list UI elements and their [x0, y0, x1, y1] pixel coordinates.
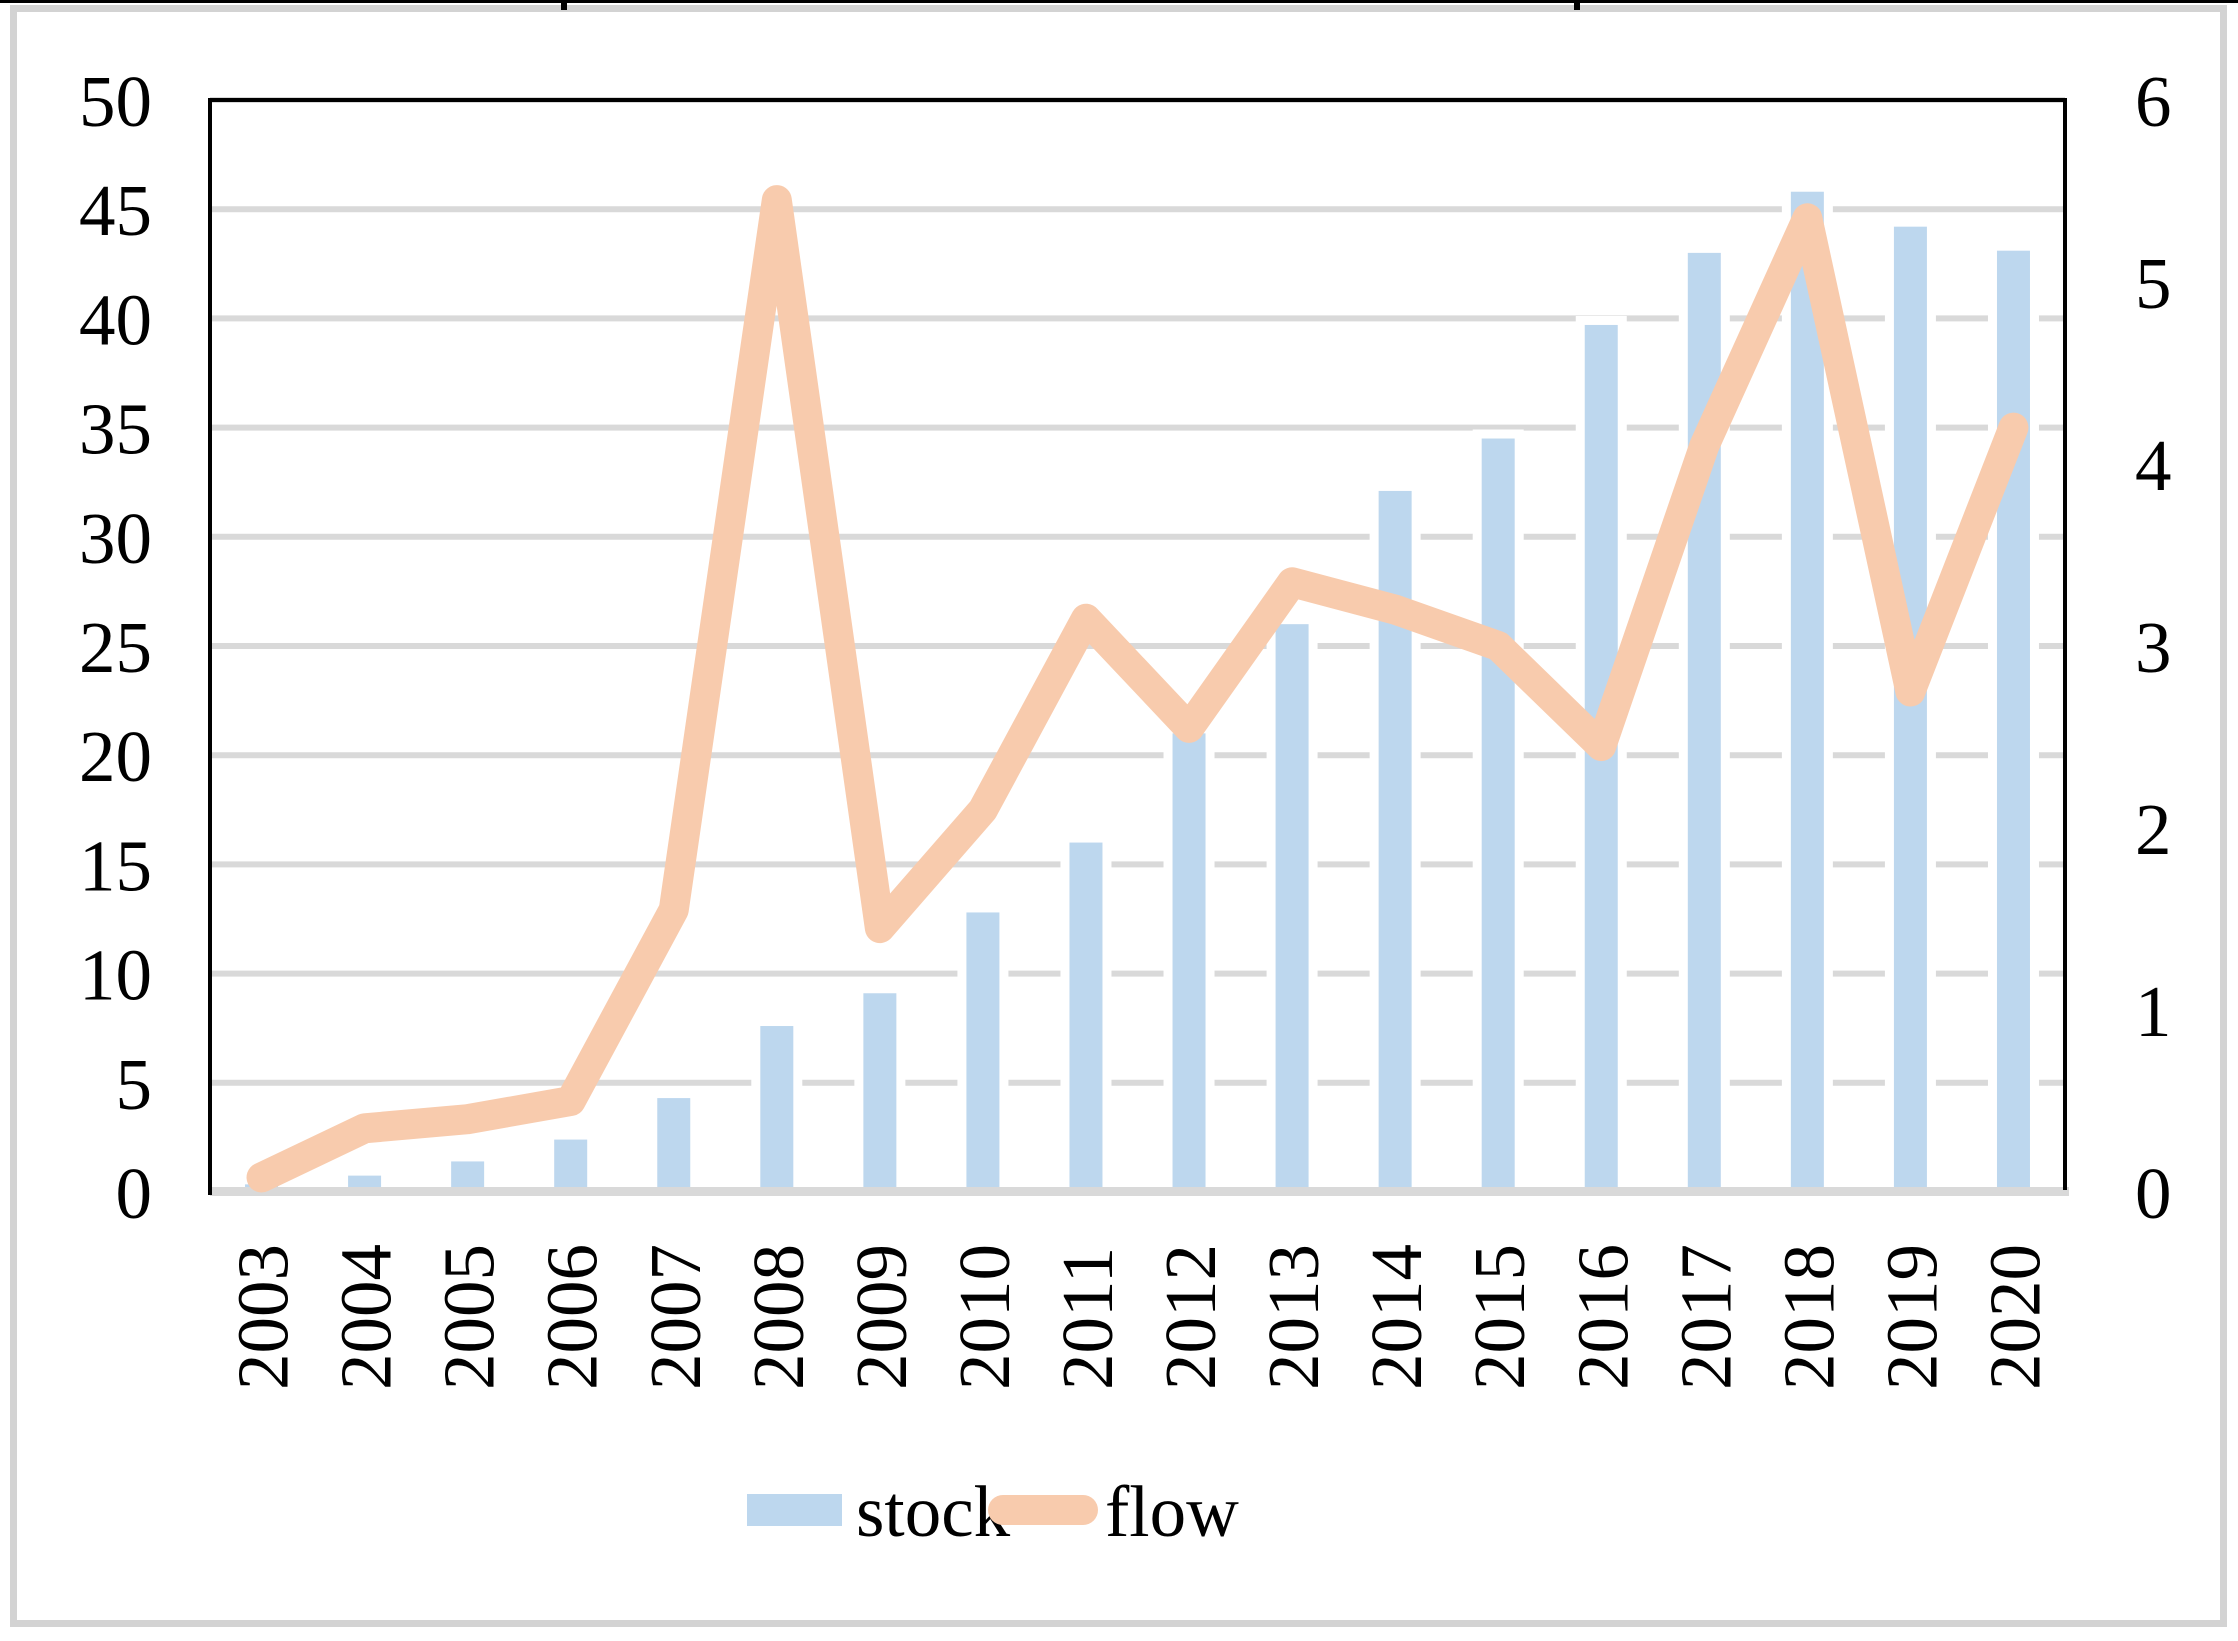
x-axis-label-2003: 2003 — [223, 1244, 304, 1390]
bar-2013 — [1275, 624, 1309, 1192]
left-axis-tick-label: 25 — [79, 607, 152, 688]
left-axis-tick-label: 45 — [79, 170, 152, 251]
bar-2009 — [863, 993, 897, 1192]
left-axis-tick-label: 40 — [79, 279, 152, 360]
x-axis-label-2015: 2015 — [1459, 1244, 1540, 1390]
right-axis-tick-label: 5 — [2135, 243, 2172, 324]
x-axis-label-2006: 2006 — [532, 1244, 613, 1390]
x-axis-label-2010: 2010 — [944, 1244, 1025, 1390]
legend-stock-swatch — [747, 1494, 842, 1526]
x-axis-label-2008: 2008 — [738, 1244, 819, 1390]
bar-2007 — [657, 1098, 691, 1192]
right-axis-tick-label: 6 — [2135, 61, 2172, 142]
top-edge-tick — [1574, 0, 1580, 10]
left-axis-tick-label: 30 — [79, 498, 152, 579]
bar-2020 — [1996, 250, 2030, 1193]
left-axis-tick-label: 35 — [79, 389, 152, 470]
x-axis-label-2011: 2011 — [1047, 1247, 1128, 1390]
top-edge-line — [0, 0, 561, 3]
left-axis-tick-label: 15 — [79, 825, 152, 906]
left-axis-tick-label: 20 — [79, 716, 152, 797]
bar-2012 — [1172, 733, 1206, 1192]
right-axis-tick-label: 1 — [2135, 971, 2172, 1052]
x-axis-label-2018: 2018 — [1768, 1244, 1849, 1390]
x-axis-label-2013: 2013 — [1253, 1244, 1334, 1390]
left-axis-tick-label: 0 — [116, 1153, 153, 1234]
x-axis-label-2017: 2017 — [1665, 1244, 1746, 1390]
x-axis-label-2020: 2020 — [1974, 1244, 2055, 1390]
left-axis-tick-label: 10 — [79, 935, 152, 1016]
top-edge-line — [567, 0, 1574, 3]
x-axis-label-2009: 2009 — [841, 1244, 922, 1390]
right-axis-tick-label: 4 — [2135, 425, 2172, 506]
x-axis-label-2019: 2019 — [1871, 1244, 1952, 1390]
left-axis-tick-label: 5 — [116, 1044, 153, 1125]
legend-stock-label: stock — [856, 1471, 1011, 1552]
bar-2018 — [1790, 191, 1824, 1192]
x-axis-label-2014: 2014 — [1356, 1244, 1437, 1390]
x-axis-label-2004: 2004 — [326, 1244, 407, 1390]
bar-2015 — [1481, 438, 1515, 1192]
top-edge-line — [1580, 0, 2238, 3]
flow-line — [246, 185, 2029, 1193]
x-axis-label-2016: 2016 — [1562, 1244, 1643, 1390]
x-axis-label-2007: 2007 — [635, 1244, 716, 1390]
top-edge-tick — [561, 0, 567, 10]
x-axis-label-2005: 2005 — [429, 1244, 510, 1390]
x-axis-label-2012: 2012 — [1150, 1244, 1231, 1390]
right-axis-tick-label: 3 — [2135, 607, 2172, 688]
right-axis-tick-label: 2 — [2135, 789, 2172, 870]
bar-2006 — [554, 1139, 588, 1192]
bar-2008 — [760, 1026, 794, 1192]
left-axis-tick-label: 50 — [79, 61, 152, 142]
right-axis-tick-label: 0 — [2135, 1153, 2172, 1234]
bar-2005 — [451, 1161, 485, 1192]
bar-2011 — [1069, 842, 1103, 1192]
figure-border — [10, 5, 2227, 1627]
bar-2019 — [1893, 226, 1927, 1192]
category-axis-line — [210, 1187, 2069, 1196]
legend-flow-label: flow — [1105, 1471, 1239, 1552]
bar-2010 — [966, 912, 1000, 1192]
